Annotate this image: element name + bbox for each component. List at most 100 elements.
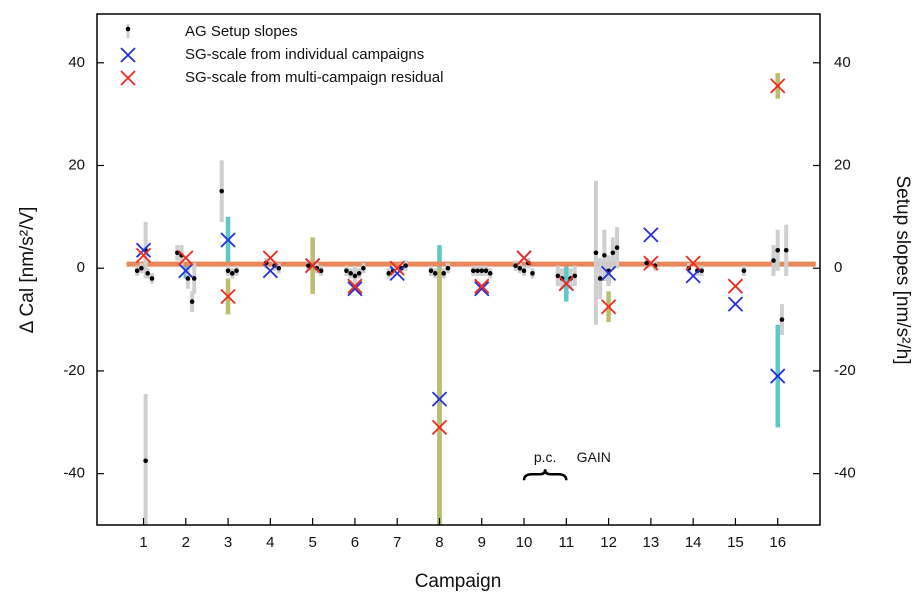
annotation: p.c. (534, 449, 557, 465)
point (219, 188, 225, 194)
y2-tick-label: 0 (834, 259, 842, 276)
point (431, 419, 448, 436)
point (770, 368, 786, 384)
overlay: 1 2 3 4 5 6 7 8 9 10 11 12 13 14 15 16-40-2002040-40-20… (63, 23, 855, 551)
y-axis-title: Δ Cal [nm/s²/V] (17, 207, 38, 334)
x-tick-label: 13 (643, 534, 660, 551)
point (220, 232, 236, 248)
point (470, 268, 476, 274)
point (306, 263, 311, 268)
point (344, 268, 349, 274)
x-tick-label: 2 (182, 534, 190, 551)
point (262, 250, 278, 266)
legend-label: SG-scale from individual campaigns (185, 46, 424, 63)
point (741, 268, 747, 274)
point (389, 265, 405, 281)
point (643, 255, 659, 271)
point (262, 263, 278, 279)
x-tick-label: 1 (139, 534, 147, 551)
point (120, 70, 136, 86)
point (685, 268, 701, 284)
point (775, 247, 781, 253)
point (229, 271, 235, 276)
point (600, 265, 617, 281)
point (474, 281, 490, 297)
point (474, 278, 490, 294)
y-tick-label: -40 (63, 465, 85, 482)
x-tick-label: 11 (559, 534, 575, 551)
point (517, 265, 523, 271)
point (189, 299, 195, 304)
point (428, 268, 434, 274)
point (479, 268, 485, 274)
plot-area (126, 73, 816, 525)
point (234, 268, 239, 274)
x-tick-label: 9 (478, 534, 486, 551)
point (352, 273, 358, 279)
point (685, 255, 701, 271)
point (770, 78, 786, 94)
point (276, 265, 282, 271)
x-tick-label: 12 (600, 534, 617, 551)
point (445, 265, 451, 271)
point (441, 271, 447, 276)
point (149, 276, 155, 281)
point (134, 268, 140, 274)
point (487, 271, 493, 276)
x-tick-label: 8 (435, 534, 443, 551)
point (475, 268, 480, 274)
y2-axis-title: Setup slopes [nm/s²/h] (892, 175, 913, 364)
point (783, 247, 789, 253)
x-tick-label: 5 (308, 534, 316, 551)
legend-label: AG Setup slopes (185, 23, 298, 40)
y-tick-label: 0 (77, 259, 85, 276)
point (643, 227, 659, 243)
brace (522, 469, 568, 481)
x-tick-label: 14 (685, 534, 702, 551)
point (220, 288, 236, 305)
point (727, 296, 744, 312)
point (356, 271, 362, 276)
y2-tick-label: -20 (834, 362, 856, 379)
point (145, 271, 151, 276)
point (432, 271, 438, 276)
point (348, 271, 353, 276)
y2-tick-label: 20 (834, 156, 851, 173)
x-tick-label: 7 (393, 534, 401, 551)
y-tick-label: 20 (68, 156, 85, 173)
point (431, 391, 448, 407)
point (521, 268, 527, 274)
plot-frame (96, 13, 821, 526)
point (185, 276, 191, 281)
x-tick-label: 3 (224, 534, 232, 551)
point (644, 260, 649, 266)
point (135, 242, 152, 258)
x-tick-label: 10 (516, 534, 533, 551)
y-tick-label: 40 (68, 54, 85, 71)
x-tick-label: 4 (266, 534, 274, 551)
point (602, 253, 607, 258)
point (225, 268, 231, 274)
point (304, 258, 321, 274)
y2-tick-label: 40 (834, 54, 851, 71)
point (483, 268, 489, 274)
point (347, 278, 363, 294)
point (771, 258, 776, 263)
point (178, 250, 194, 266)
point (125, 26, 131, 32)
x-axis-title: Campaign (415, 571, 502, 592)
point (558, 275, 574, 292)
point (614, 245, 620, 250)
point (178, 263, 194, 279)
legend-label: SG-scale from multi-campaign residual (185, 69, 443, 86)
point (135, 247, 152, 264)
point (600, 299, 617, 315)
point (593, 250, 599, 256)
point (347, 281, 363, 297)
point (727, 278, 744, 294)
y2-tick-label: -40 (834, 465, 856, 482)
point (361, 265, 366, 271)
point (530, 271, 535, 276)
point (389, 260, 405, 276)
